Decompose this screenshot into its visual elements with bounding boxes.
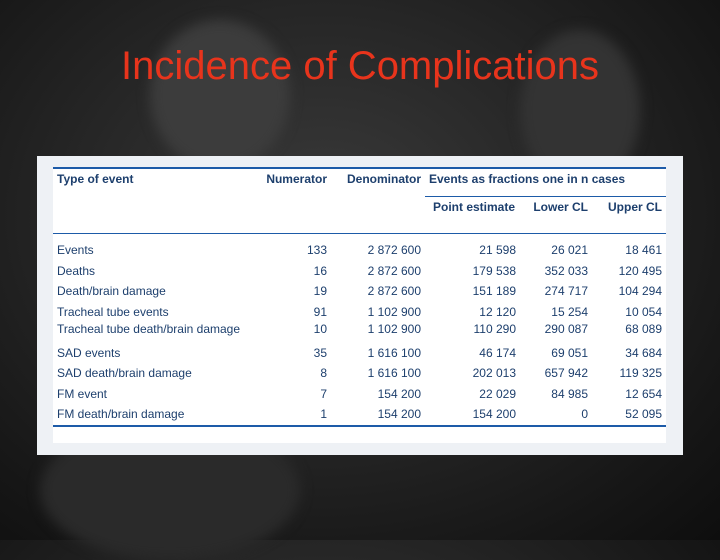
cell-lower: 274 717 [544, 284, 588, 299]
cell-point: 12 120 [479, 304, 516, 319]
table-row: Tracheal tube events 91 1 102 900 12 120 15 … [53, 302, 666, 323]
cell-numerator: 16 [313, 263, 327, 278]
cell-denominator: 1 102 900 [367, 322, 421, 336]
cell-denominator: 1 616 100 [367, 366, 421, 381]
table-row: FM death/brain damage 1 154 200 154 200 0 52 … [53, 404, 666, 427]
cell-numerator: 1 [257, 404, 331, 427]
cell-point: 110 290 [473, 322, 517, 336]
header-point: Point estimate [425, 196, 520, 234]
cell-lower: 15 254 [551, 304, 588, 319]
cell-upper: 18 461 [625, 243, 662, 258]
header-upper: Upper CL [592, 196, 666, 234]
cell-type: SAD death/brain damage [57, 366, 192, 381]
cell-denominator: 2 872 600 [367, 284, 421, 299]
cell-numerator: 10 [313, 322, 327, 336]
cell-point: 22 029 [479, 386, 516, 401]
cell-lower: 69 051 [551, 345, 588, 360]
table-row: SAD events 35 1 616 100 46 174 69 051 34 684 [53, 343, 666, 364]
cell-point: 154 200 [425, 404, 520, 427]
cell-type: Deaths [57, 263, 96, 278]
cell-type: Events [57, 243, 94, 258]
header-lower: Lower CL [520, 196, 592, 234]
table-row: Deaths 16 2 872 600 179 538 352 033 120 495 [53, 261, 666, 282]
cell-upper: 68 089 [625, 322, 662, 336]
cell-denominator: 2 872 600 [367, 243, 421, 258]
cell-type: Death/brain damage [57, 284, 166, 299]
cell-type: Tracheal tube death/brain damage [57, 322, 241, 336]
cell-point: 151 189 [472, 284, 516, 299]
cell-type: SAD events [57, 345, 121, 360]
cell-upper: 120 495 [618, 263, 662, 278]
cell-numerator: 35 [313, 345, 327, 360]
cell-lower: 26 021 [551, 243, 588, 258]
cell-upper: 34 684 [625, 345, 662, 360]
cell-numerator: 19 [313, 284, 327, 299]
background-figure [150, 20, 290, 170]
cell-denominator: 1 616 100 [367, 345, 421, 360]
cell-numerator: 7 [320, 386, 327, 401]
header-row: Type of event Numerator Denominator Even… [53, 167, 666, 197]
complications-table: Type of event Numerator Denominator Even… [53, 167, 666, 427]
cell-upper: 12 654 [625, 386, 662, 401]
cell-lower: 0 [520, 404, 592, 427]
table-row: FM event 7 154 200 22 029 84 985 12 654 [53, 384, 666, 405]
header-type: Type of event [53, 167, 257, 197]
table-container: Type of event Numerator Denominator Even… [53, 167, 666, 443]
cell-numerator: 133 [306, 243, 327, 258]
table-row: Death/brain damage 19 2 872 600 151 189 274 … [53, 281, 666, 302]
table-row: SAD death/brain damage 8 1 616 100 202 013 6… [53, 363, 666, 384]
cell-denominator: 2 872 600 [367, 263, 421, 278]
table-row: Tracheal tube death/brain damage 10 1 102 … [53, 322, 666, 343]
cell-lower: 290 087 [544, 322, 588, 336]
cell-type: FM event [57, 386, 108, 401]
cell-point: 21 598 [479, 243, 516, 258]
cell-upper: 104 294 [618, 284, 662, 299]
table-panel: Type of event Numerator Denominator Even… [37, 156, 683, 455]
table-row: Events 133 2 872 600 21 598 26 021 18 461 [53, 234, 666, 261]
cell-upper: 52 095 [592, 404, 666, 427]
cell-upper: 10 054 [625, 304, 662, 319]
cell-type: Tracheal tube events [57, 304, 169, 319]
cell-denominator: 154 200 [331, 404, 425, 427]
header-denominator: Denominator [331, 167, 425, 197]
header-events-group: Events as fractions one in n cases [425, 167, 666, 197]
cell-upper: 119 325 [619, 366, 663, 381]
cell-type: FM death/brain damage [53, 404, 257, 427]
cell-lower: 352 033 [544, 263, 588, 278]
slide-title: Incidence of Complications [120, 44, 600, 88]
cell-point: 202 013 [472, 366, 516, 381]
subheader-row: Point estimate Lower CL Upper CL [53, 196, 666, 234]
cell-denominator: 154 200 [377, 386, 421, 401]
cell-lower: 84 985 [551, 386, 588, 401]
cell-denominator: 1 102 900 [367, 304, 421, 319]
cell-numerator: 91 [313, 304, 327, 319]
cell-point: 46 174 [479, 345, 516, 360]
cell-lower: 657 942 [544, 366, 588, 381]
cell-numerator: 8 [320, 366, 327, 381]
cell-point: 179 538 [472, 263, 516, 278]
header-numerator: Numerator [257, 167, 331, 197]
